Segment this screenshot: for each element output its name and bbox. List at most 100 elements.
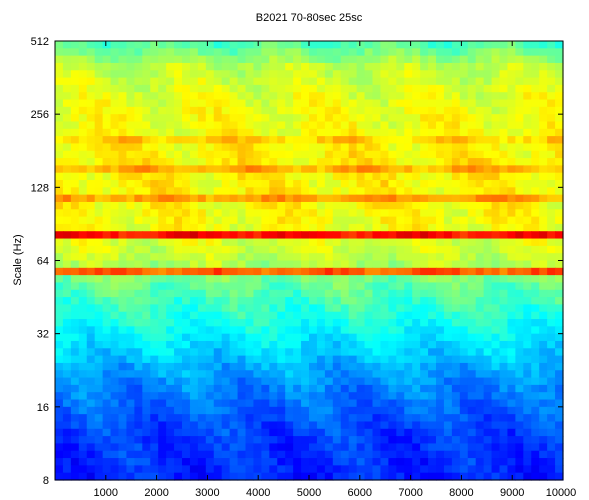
heatmap-cell [324,304,334,313]
heatmap-cell [316,326,326,335]
heatmap-cell [237,209,247,218]
heatmap-cell [213,128,223,137]
heatmap-cell [547,55,556,64]
heatmap-cell [332,41,342,49]
heatmap-cell [388,406,397,415]
heatmap-cell [277,180,286,188]
heatmap-cell [205,253,215,262]
heatmap-cell [380,297,389,305]
heatmap-cell [483,223,493,232]
heatmap-cell [70,399,80,408]
heatmap-cell [388,399,397,408]
heatmap-cell [483,304,493,313]
heatmap-cell [78,421,88,430]
heatmap-cell [451,370,461,379]
heatmap-cell [182,260,191,269]
heatmap-cell [332,421,342,430]
heatmap-cell [229,216,239,225]
heatmap-cell [356,99,366,108]
heatmap-cell [356,282,366,291]
heatmap-cell [531,465,540,474]
heatmap-cell [459,106,469,115]
heatmap-cell [483,450,493,459]
heatmap-cell [55,304,64,313]
heatmap-cell [467,282,477,291]
heatmap-cell [205,289,215,298]
heatmap-cell [428,472,437,481]
heatmap-cell [205,187,215,196]
heatmap-cell [324,326,334,335]
heatmap-cell [237,384,247,393]
heatmap-cell [166,340,175,349]
heatmap-cell [316,187,326,196]
heatmap-cell [459,436,469,445]
heatmap-cell [261,355,270,364]
heatmap-cell [86,231,96,240]
heatmap-cell [515,165,524,174]
heatmap-cell [420,165,429,174]
heatmap-cell [118,121,128,130]
heatmap-cell [420,399,429,408]
heatmap-cell [142,377,151,386]
heatmap-cell [475,253,485,262]
heatmap-cell [110,41,120,49]
heatmap-cell [213,275,223,284]
heatmap-cell [420,231,429,240]
heatmap-cell [205,399,215,408]
heatmap-cell [301,319,310,327]
heatmap-cell [189,165,199,174]
heatmap-cell [277,209,286,218]
heatmap-cell [475,443,485,452]
heatmap-cell [388,216,397,225]
heatmap-cell [237,289,247,298]
heatmap-cell [126,150,135,159]
heatmap-cell [237,355,247,364]
heatmap-cell [293,355,302,364]
heatmap-cell [467,260,477,269]
heatmap-cell [515,99,524,108]
heatmap-cell [134,128,143,137]
heatmap-cell [70,392,80,401]
heatmap-cell [182,406,191,415]
heatmap-cell [380,70,389,79]
heatmap-cell [142,458,151,466]
heatmap-cell [301,355,310,364]
heatmap-cell [205,62,215,71]
heatmap-cell [499,458,509,466]
heatmap-cell [277,99,286,108]
heatmap-cell [94,399,104,408]
heatmap-cell [491,377,501,386]
heatmap-cell [555,304,564,313]
heatmap-cell [316,158,326,166]
heatmap-cell [499,70,509,79]
heatmap-cell [531,106,540,115]
heatmap-cell [55,158,64,166]
heatmap-cell [70,238,80,247]
heatmap-cell [412,128,421,137]
heatmap-cell [372,384,382,393]
heatmap-cell [491,304,501,313]
heatmap-cell [253,216,262,225]
heatmap-cell [174,319,183,327]
heatmap-cell [547,245,556,254]
heatmap-cell [316,77,326,86]
heatmap-cell [70,70,80,79]
heatmap-cell [166,158,175,166]
heatmap-cell [142,128,151,137]
heatmap-cell [78,143,88,152]
heatmap-cell [174,465,183,474]
y-tick-label: 256 [31,109,49,121]
heatmap-cell [309,216,318,225]
heatmap-cell [388,414,397,423]
heatmap-cell [134,414,143,423]
heatmap-cell [237,165,247,174]
heatmap-cell [62,384,72,393]
heatmap-cell [189,399,199,408]
heatmap-cell [467,428,477,437]
heatmap-cell [372,421,382,430]
heatmap-cell [70,384,80,393]
heatmap-cell [340,458,350,466]
heatmap-cell [443,128,453,137]
heatmap-cell [539,92,548,101]
heatmap-cell [293,253,302,262]
